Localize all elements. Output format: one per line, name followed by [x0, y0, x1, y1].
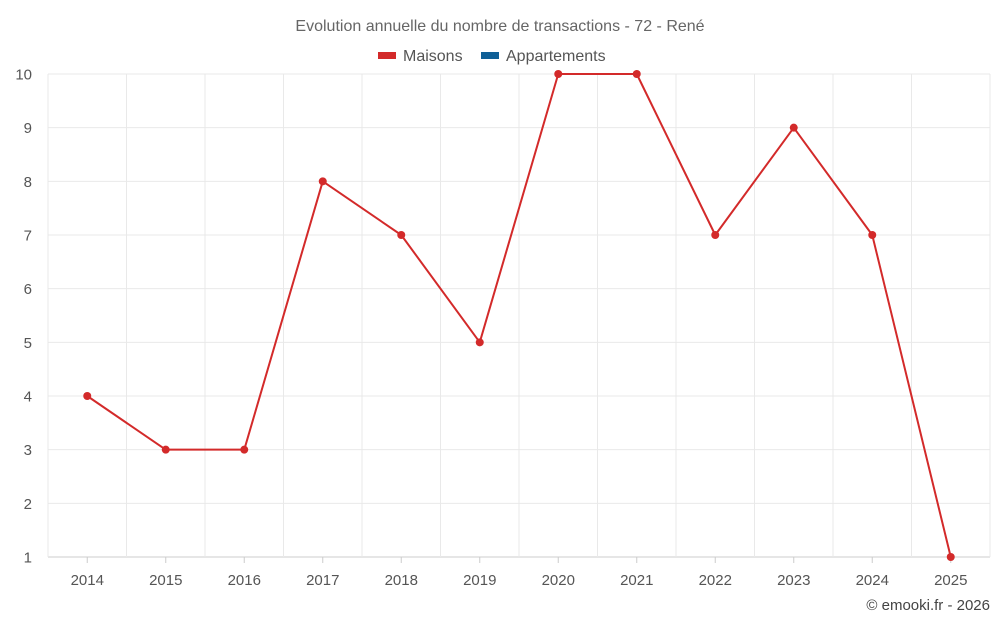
y-tick-label: 5 — [24, 335, 32, 352]
data-point-maisons-2022[interactable] — [711, 231, 720, 239]
data-point-maisons-2024[interactable] — [868, 231, 877, 239]
x-tick-label: 2016 — [228, 572, 261, 589]
y-tick-label: 1 — [24, 550, 32, 567]
data-point-maisons-2020[interactable] — [554, 70, 563, 78]
data-point-maisons-2021[interactable] — [632, 70, 641, 78]
legend-item-appartements[interactable]: Appartements — [481, 48, 606, 65]
data-point-maisons-2015[interactable] — [161, 445, 170, 454]
x-tick-label: 2015 — [149, 572, 182, 589]
credit-text: © emooki.fr - 2026 — [866, 597, 990, 614]
data-point-maisons-2016[interactable] — [240, 445, 249, 454]
data-point-maisons-2025[interactable] — [946, 553, 955, 561]
legend-label-appartements: Appartements — [506, 48, 606, 65]
data-point-maisons-2019[interactable] — [475, 338, 484, 347]
y-tick-label: 7 — [24, 228, 32, 245]
series-maisons — [83, 70, 955, 561]
x-tick-label: 2014 — [71, 572, 104, 589]
data-point-maisons-2014[interactable] — [83, 392, 92, 400]
x-tick-label: 2018 — [385, 572, 418, 589]
x-tick-label: 2022 — [699, 572, 732, 589]
data-point-maisons-2017[interactable] — [318, 177, 327, 186]
x-tick-label: 2025 — [934, 572, 967, 589]
y-axis: 1 2 3 4 5 6 7 8 9 10 — [15, 67, 32, 567]
x-axis: 2014 2015 2016 2017 2018 2019 2020 2021 2022 2023… — [71, 557, 967, 589]
x-tick-label: 2019 — [463, 572, 496, 589]
chart-title: Evolution annuelle du nombre de transact… — [295, 18, 704, 35]
x-tick-label: 2024 — [856, 572, 889, 589]
series-line-maisons — [86, 73, 952, 558]
grid — [47, 73, 991, 558]
x-tick-label: 2021 — [620, 572, 653, 589]
legend-swatch-maisons — [378, 52, 396, 59]
y-tick-label: 10 — [15, 67, 32, 84]
y-tick-label: 2 — [24, 496, 32, 513]
legend-swatch-appartements — [481, 52, 499, 59]
legend: Maisons Appartements — [378, 48, 606, 65]
legend-label-maisons: Maisons — [403, 48, 463, 65]
y-tick-label: 4 — [24, 389, 32, 406]
y-tick-label: 8 — [24, 174, 32, 191]
legend-item-maisons[interactable]: Maisons — [378, 48, 463, 65]
y-tick-label: 9 — [24, 120, 32, 137]
y-tick-label: 6 — [24, 281, 32, 298]
x-tick-label: 2023 — [777, 572, 810, 589]
data-point-maisons-2018[interactable] — [397, 231, 406, 239]
x-tick-label: 2017 — [306, 572, 339, 589]
y-tick-label: 3 — [24, 442, 32, 459]
data-point-maisons-2023[interactable] — [789, 123, 798, 132]
x-tick-label: 2020 — [542, 572, 575, 589]
